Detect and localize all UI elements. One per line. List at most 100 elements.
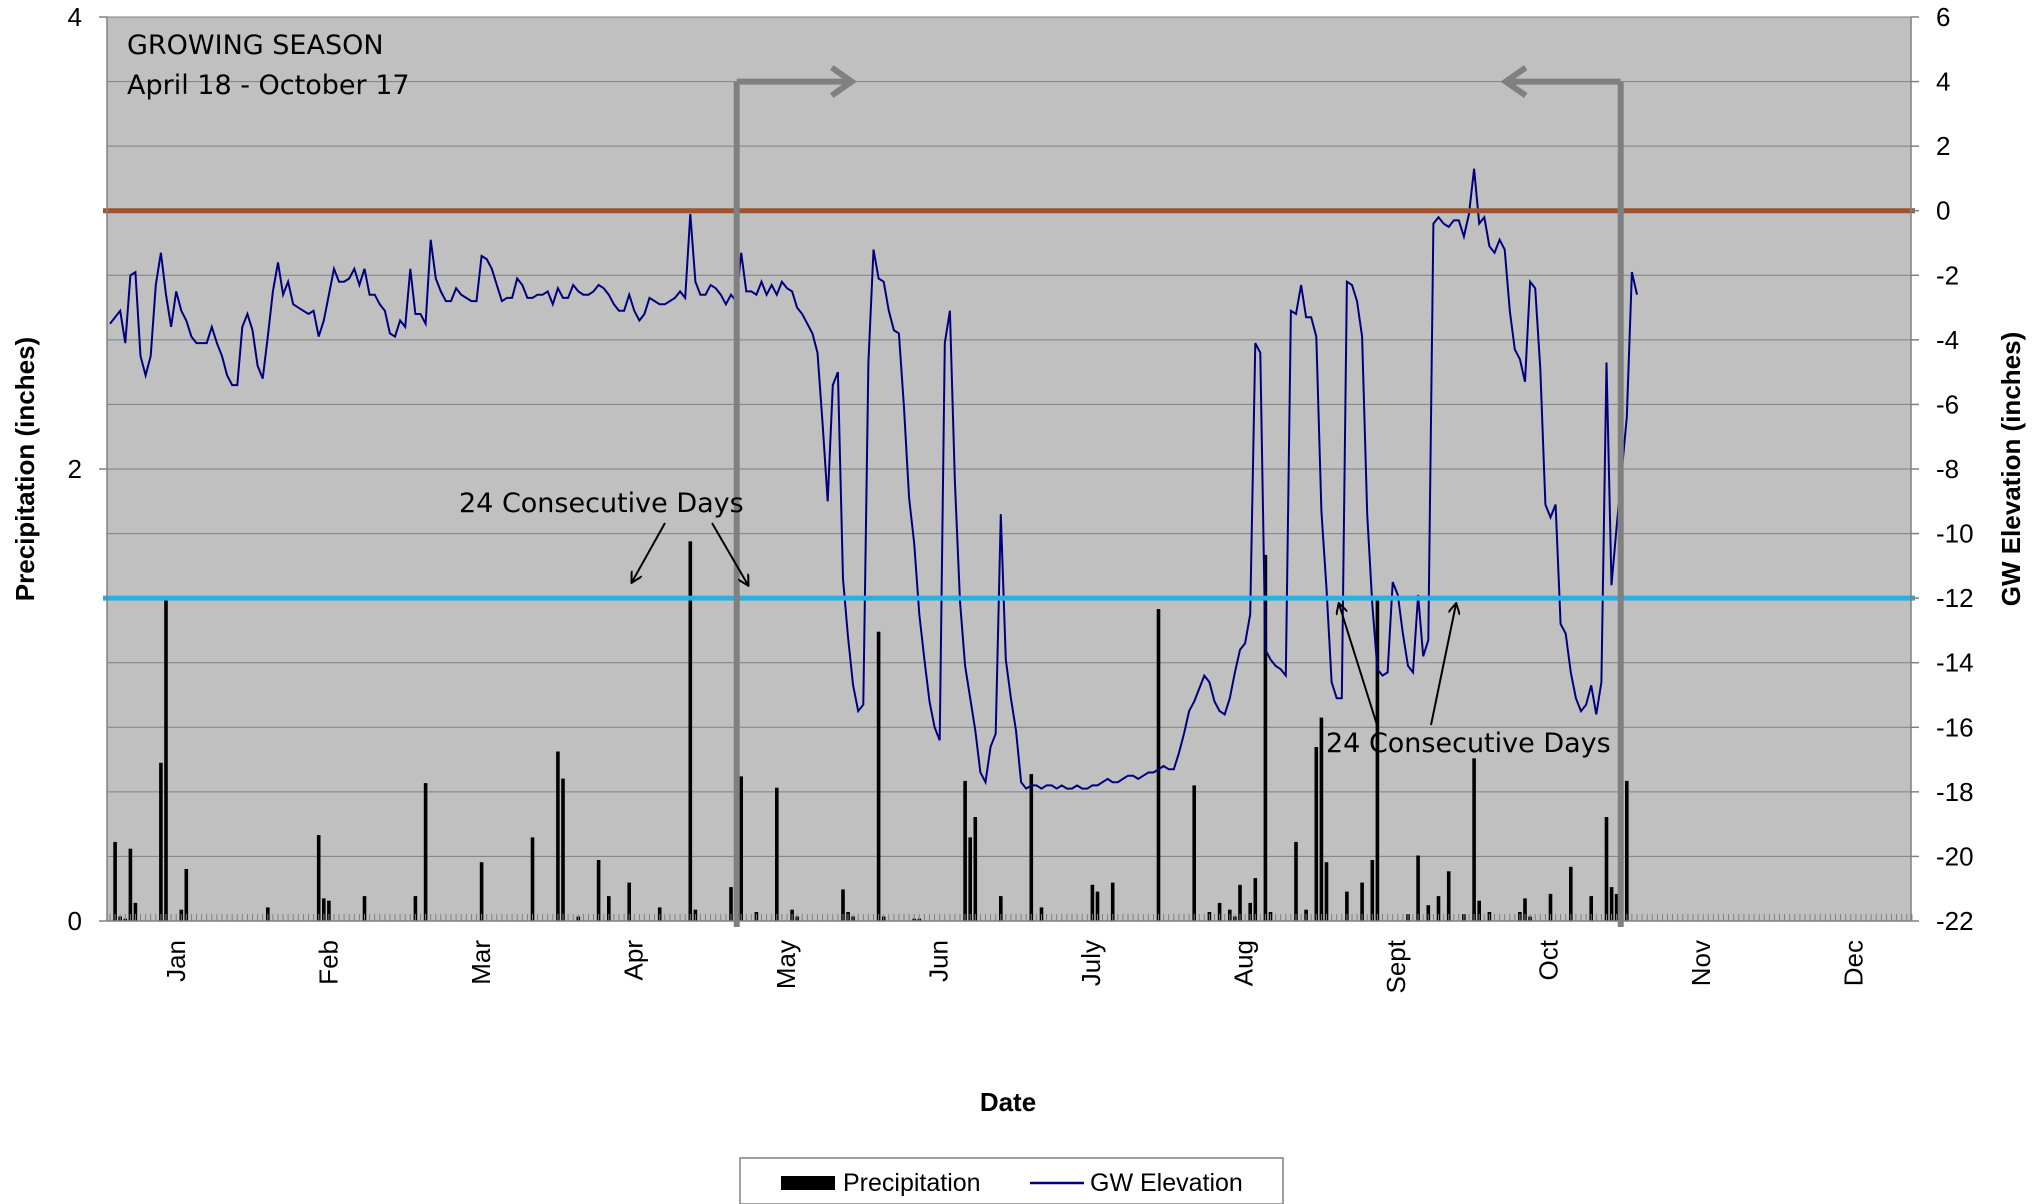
month-label: Apr	[619, 940, 649, 981]
precipitation-bar	[1248, 902, 1252, 921]
precipitation-bar	[729, 887, 733, 921]
precipitation-bar	[1263, 554, 1268, 921]
precipitation-bar	[1192, 785, 1196, 921]
precipitation-bar	[1375, 597, 1380, 921]
month-label: July	[1076, 940, 1106, 986]
season-end-arrowhead	[1500, 65, 1528, 99]
precipitation-bar	[1217, 902, 1222, 921]
month-label: Aug	[1229, 940, 1259, 986]
precipitation-bar	[739, 776, 743, 921]
month-label: Dec	[1839, 940, 1869, 986]
precipitation-bars	[113, 541, 1629, 921]
precipitation-bar	[596, 860, 601, 921]
precipitation-bar	[1319, 717, 1324, 921]
right-tick-label: -16	[1936, 712, 1974, 742]
x-axis-label: Date	[980, 1087, 1036, 1117]
right-y-ticks: 6 4 2 0 -2 -4 -6 -8 -10 -12 -14 -16 -18 -20 -22	[1911, 2, 1974, 936]
precipitation-bar	[1625, 780, 1629, 921]
precipitation-bar	[1436, 896, 1441, 921]
precipitation-bar	[968, 837, 972, 921]
precipitation-bar	[1029, 774, 1034, 921]
precipitation-bar	[556, 751, 560, 921]
gw-elevation-series	[109, 168, 1638, 790]
right-tick-label: -2	[1936, 260, 1959, 290]
precipitation-bar	[1314, 747, 1319, 921]
consecutive-days-label-spring: 24 Consecutive Days	[459, 488, 744, 519]
month-label: Mar	[466, 940, 496, 985]
precipitation-bar	[1446, 871, 1451, 921]
precipitation-bar	[561, 778, 565, 921]
month-label: Jan	[161, 940, 191, 982]
precipitation-bar	[1477, 900, 1481, 921]
precipitation-bar	[876, 631, 881, 921]
precipitation-bar	[113, 841, 117, 921]
legend-label-precipitation: Precipitation	[843, 1169, 981, 1197]
precipitation-bar	[963, 780, 967, 921]
legend-swatch-precipitation	[781, 1176, 835, 1190]
precipitation-bar	[530, 837, 535, 921]
precipitation-bar	[1294, 841, 1298, 921]
x-day-ticks	[109, 914, 1913, 921]
right-tick-label: -22	[1936, 906, 1974, 936]
month-label: Nov	[1686, 940, 1716, 986]
season-dates: April 18 - October 17	[127, 70, 410, 101]
legend: Precipitation GW Elevation	[739, 1157, 1284, 1204]
precipitation-bar	[133, 902, 138, 921]
precipitation-bar	[1426, 905, 1431, 921]
precipitation-bar	[423, 783, 428, 921]
precipitation-bar	[841, 889, 845, 921]
precipitation-bar	[322, 898, 326, 921]
precipitation-bar	[316, 835, 321, 921]
precipitation-bar	[413, 896, 418, 921]
precipitation-bar	[1345, 891, 1349, 921]
precipitation-bar	[184, 869, 189, 921]
precipitation-bar	[1238, 884, 1242, 921]
precipitation-bar	[1569, 866, 1573, 921]
right-tick-label: -10	[1936, 519, 1974, 549]
precipitation-bar	[159, 762, 163, 921]
right-tick-label: 4	[1936, 67, 1950, 97]
precipitation-bar	[1604, 817, 1609, 921]
legend-label-gw: GW Elevation	[1090, 1169, 1243, 1197]
consecutive-days-arrow-end	[711, 522, 748, 585]
right-tick-label: -12	[1936, 583, 1974, 613]
season-start-arrowhead	[829, 65, 857, 99]
right-tick-label: -14	[1936, 648, 1974, 678]
season-title: GROWING SEASON	[127, 30, 384, 61]
precipitation-bar	[1614, 893, 1619, 921]
y-right-axis-label: GW Elevation (inches)	[1996, 332, 2026, 607]
precipitation-bar	[999, 896, 1003, 921]
right-tick-label: 0	[1936, 196, 1950, 226]
right-tick-label: 6	[1936, 2, 1950, 32]
precipitation-bar	[362, 896, 367, 921]
month-label: Sept	[1381, 939, 1411, 993]
consecutive-days-arrow-fall-start	[1339, 604, 1378, 726]
left-tick-label: 0	[68, 906, 82, 936]
precipitation-bar	[1548, 893, 1553, 921]
precipitation-bar	[1324, 862, 1329, 921]
left-tick-label: 2	[68, 454, 82, 484]
month-label: May	[771, 940, 801, 989]
consecutive-days-arrow-fall-end	[1430, 604, 1456, 726]
precipitation-bar	[627, 882, 631, 921]
right-tick-label: -6	[1936, 389, 1959, 419]
precipitation-bar	[1253, 878, 1258, 921]
precipitation-bar	[607, 896, 611, 921]
precipitation-bar	[688, 541, 693, 921]
precipitation-bar	[1416, 855, 1420, 921]
precipitation-bar	[973, 817, 978, 921]
month-label: Oct	[1534, 939, 1564, 980]
right-tick-label: 2	[1936, 131, 1950, 161]
consecutive-days-arrow-start	[632, 522, 666, 582]
right-tick-label: -4	[1936, 325, 1959, 355]
precipitation-bar	[1523, 898, 1527, 921]
precipitation-bar	[164, 597, 168, 921]
month-label: Jun	[924, 940, 954, 982]
right-tick-label: -18	[1936, 777, 1974, 807]
month-label: Feb	[314, 940, 344, 985]
x-day-tick-marks	[109, 914, 1913, 921]
right-tick-label: -20	[1936, 841, 1974, 871]
right-tick-label: -8	[1936, 454, 1959, 484]
gw-elevation-line	[109, 168, 1638, 790]
y-left-axis-label: Precipitation (inches)	[10, 337, 40, 601]
